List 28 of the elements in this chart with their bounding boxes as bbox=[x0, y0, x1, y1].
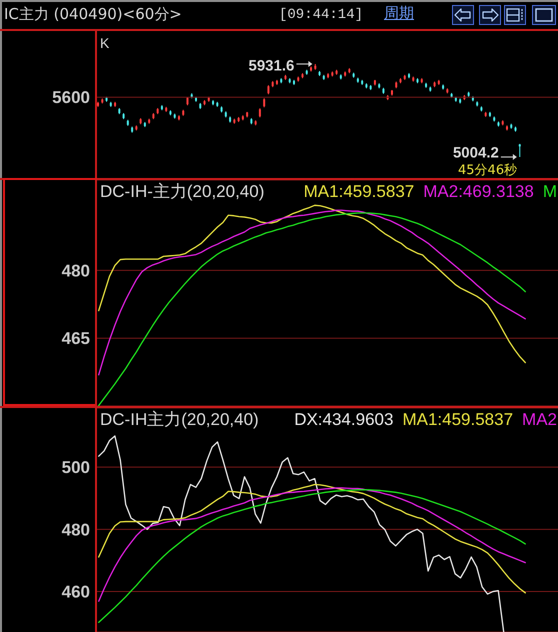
text: 45分46秒 bbox=[458, 163, 518, 178]
y-tick-label: 480 bbox=[62, 520, 90, 540]
text: K bbox=[100, 35, 110, 51]
chart-title: DC-IH-主力(20,20,40) bbox=[100, 182, 264, 201]
candlestick bbox=[518, 143, 521, 158]
annotation: 5004.2 bbox=[452, 144, 499, 162]
candlestick bbox=[267, 84, 270, 95]
y-tick-label: 500 bbox=[62, 458, 90, 478]
text: [09:44:14] bbox=[279, 7, 364, 23]
text: 周期 bbox=[384, 4, 414, 22]
text: M bbox=[542, 182, 557, 201]
annotation: 5931.6 bbox=[248, 58, 294, 74]
candlestick bbox=[263, 98, 266, 108]
y-tick-label: 460 bbox=[62, 582, 90, 602]
ref-line-label: 5600 bbox=[52, 88, 90, 107]
line-series bbox=[98, 435, 504, 632]
series-label: DX:434.9603 bbox=[294, 410, 394, 429]
candlestick bbox=[258, 108, 261, 118]
y-tick-label: 480 bbox=[62, 261, 90, 280]
chart-title: IC主力 (040490)<60分> bbox=[4, 5, 182, 23]
y-tick-label: 465 bbox=[62, 329, 90, 348]
text: MA2 bbox=[522, 410, 557, 429]
line-series bbox=[98, 489, 526, 624]
chart-title: DC-IH主力(20,20,40) bbox=[100, 410, 259, 429]
series-label: MA1:459.5837 bbox=[304, 182, 414, 201]
line-series bbox=[98, 212, 526, 406]
series-label: MA2:469.3138 bbox=[423, 182, 534, 201]
text: MA1:459.5837 bbox=[402, 410, 514, 429]
